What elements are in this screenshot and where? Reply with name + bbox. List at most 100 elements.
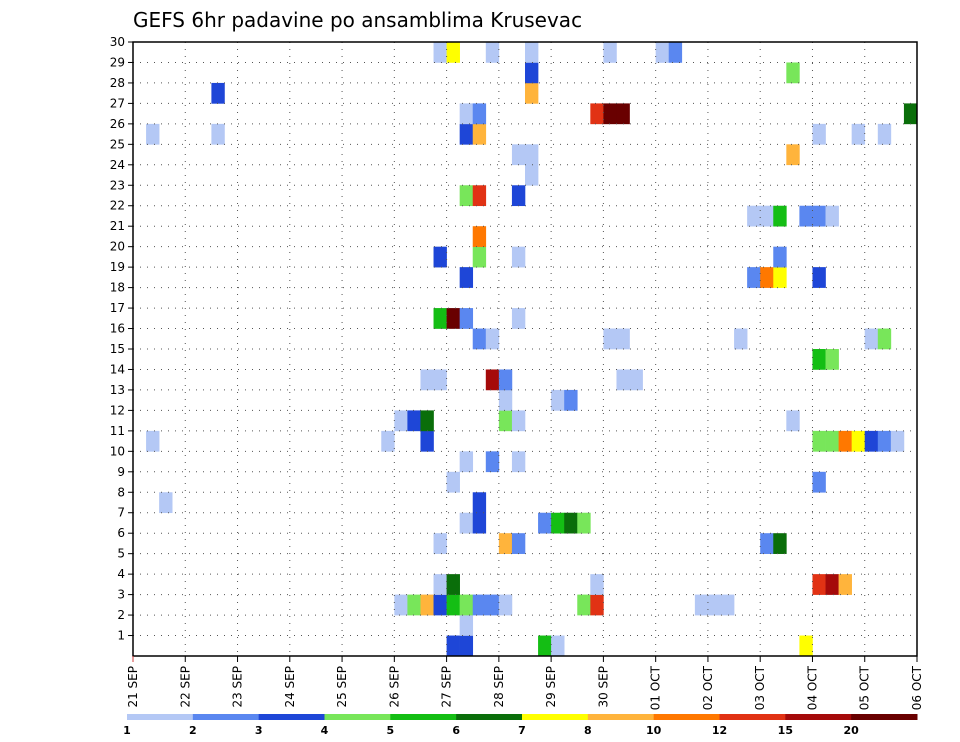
x-tick-label: 03 OCT (753, 665, 767, 710)
x-tick-label: 30 SEP (596, 666, 610, 708)
heatmap-cell (472, 123, 487, 145)
heatmap-cell (472, 246, 487, 268)
x-tick-label: 24 SEP (283, 666, 297, 708)
heatmap-cell (485, 328, 500, 350)
y-tick-label: 27 (110, 96, 125, 110)
heatmap-cell (851, 430, 866, 452)
heatmap-cell (812, 123, 826, 145)
x-tick-label: 23 SEP (231, 666, 245, 708)
color-legend: 1 2 3 4 5 6 7 8 10 12 15 20 (123, 714, 918, 737)
heatmap-cell (590, 103, 604, 125)
y-tick-label: 12 (110, 403, 125, 417)
y-tick-label: 22 (110, 199, 125, 213)
heatmap-cell (577, 512, 591, 534)
heatmap-cell (459, 512, 474, 534)
y-tick-label: 25 (110, 137, 125, 151)
heatmap-cell (146, 123, 160, 145)
heatmap-cell (381, 430, 395, 452)
heatmap-cell (420, 594, 434, 616)
heatmap-cell (498, 410, 513, 432)
heatmap-cell (472, 512, 487, 534)
legend-label: 6 (452, 724, 460, 737)
heatmap-cell (877, 328, 892, 350)
y-tick-label: 8 (117, 485, 125, 499)
x-tick-label: 21 SEP (126, 666, 140, 708)
x-tick-label: 27 SEP (440, 666, 454, 708)
x-tick-label: 25 SEP (335, 666, 349, 708)
heatmap-cell (838, 574, 852, 595)
y-tick-label: 4 (117, 567, 125, 581)
heatmap-cell (472, 185, 487, 207)
heatmap-cell (577, 594, 591, 616)
legend-swatch (127, 714, 194, 720)
heatmap-cell (420, 430, 434, 452)
heatmap-cell (525, 164, 539, 186)
heatmap-cell (786, 144, 800, 166)
heatmap-cell (459, 451, 474, 473)
legend-label: 10 (646, 724, 662, 737)
heatmap-cell (668, 42, 683, 63)
heatmap-cell (694, 594, 709, 616)
x-tick-label: 06 OCT (910, 665, 924, 710)
heatmap-cell (655, 42, 670, 63)
heatmap-cell (433, 594, 447, 616)
heatmap-cell (799, 205, 813, 227)
heatmap-cell (773, 267, 787, 288)
heatmap-cell (407, 410, 421, 432)
heatmap-cell (538, 635, 552, 657)
legend-label: 15 (778, 724, 793, 737)
y-tick-label: 6 (117, 526, 125, 540)
heatmap-cell (459, 308, 474, 329)
legend-label: 20 (844, 724, 860, 737)
heatmap-cell (864, 430, 879, 452)
x-tick-label: 02 OCT (701, 665, 715, 710)
heatmap-cell (825, 349, 839, 370)
heatmap-cell (603, 328, 617, 350)
legend-swatch (390, 714, 457, 720)
heatmap-cell (629, 369, 643, 391)
heatmap-cell (564, 389, 578, 411)
heatmap-cell (485, 369, 500, 391)
plot-grid (133, 42, 917, 656)
heatmap-cell (747, 267, 761, 288)
heatmap-cell (433, 308, 447, 329)
heatmap-cell (747, 205, 761, 227)
legend-label: 5 (387, 724, 395, 737)
heatmap-cell (433, 42, 447, 63)
y-tick-label: 16 (110, 322, 125, 336)
heatmap-cell (877, 123, 892, 145)
heatmap-cell (511, 410, 526, 432)
heatmap-cell (525, 82, 539, 104)
legend-label: 7 (518, 724, 526, 737)
y-tick-label: 14 (110, 362, 125, 376)
heatmap-cell (472, 492, 487, 514)
heatmap-cell (433, 246, 447, 268)
heatmap-cell (511, 308, 526, 329)
heatmap-cell (707, 594, 722, 616)
y-axis-ticks: 1234567891011121314151617181920212223242… (110, 35, 133, 643)
y-tick-label: 20 (110, 240, 125, 254)
heatmap-cell (472, 328, 487, 350)
heatmap-cell (511, 246, 526, 268)
heatmap-cell (825, 574, 839, 595)
heatmap-cell (812, 267, 826, 288)
x-tick-label: 26 SEP (387, 666, 401, 708)
heatmap-cell (603, 42, 617, 63)
heatmap-cell (877, 430, 892, 452)
y-tick-label: 26 (110, 117, 125, 131)
heatmap-cell (420, 410, 434, 432)
heatmap-cell (459, 267, 474, 288)
heatmap-cell (485, 594, 500, 616)
legend-swatch (522, 714, 589, 720)
heatmap-cell (159, 492, 173, 514)
heatmap-cell (734, 328, 748, 350)
heatmap-cell (525, 62, 539, 84)
y-tick-label: 21 (110, 219, 125, 233)
x-tick-label: 04 OCT (805, 665, 819, 710)
x-tick-label: 01 OCT (649, 665, 663, 710)
y-tick-label: 23 (110, 178, 125, 192)
heatmap-cell (459, 635, 474, 657)
heatmap-cell (498, 389, 513, 411)
heatmap-cell (851, 123, 866, 145)
heatmap-cell (616, 103, 630, 125)
